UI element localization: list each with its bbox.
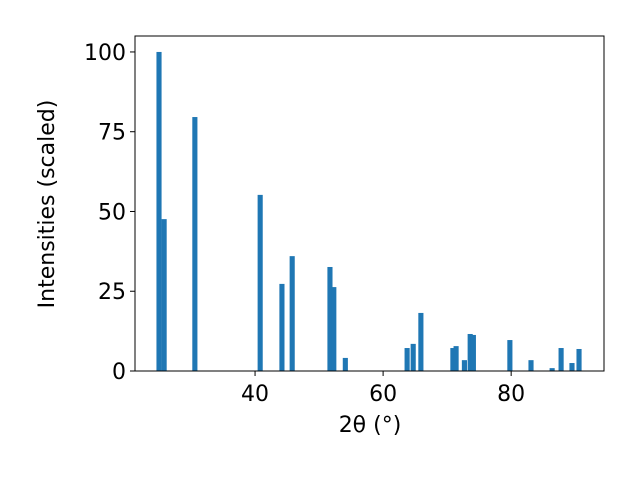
y-tick-label: 75	[98, 121, 126, 146]
x-tick-label: 40	[241, 382, 269, 407]
y-tick-label: 100	[84, 41, 126, 66]
bar	[461, 360, 467, 371]
x-tick-label: 60	[369, 382, 397, 407]
y-tick-label: 0	[112, 360, 126, 385]
bar	[507, 340, 513, 371]
bar	[450, 348, 456, 371]
bar	[470, 334, 476, 371]
bar	[279, 283, 285, 371]
bar	[404, 348, 410, 371]
y-tick-label: 25	[98, 280, 126, 305]
x-axis-label: 2θ (°)	[339, 413, 402, 438]
bar	[549, 368, 555, 371]
bar	[467, 333, 473, 371]
bar	[289, 256, 295, 371]
x-tick-label: 80	[497, 382, 525, 407]
y-tick-label: 50	[98, 200, 126, 225]
bar	[192, 117, 198, 372]
bar	[410, 343, 416, 371]
bar	[453, 346, 459, 371]
bar	[528, 360, 534, 371]
bar	[342, 357, 348, 371]
bar	[569, 363, 575, 371]
bar	[558, 348, 564, 371]
bar	[331, 287, 337, 371]
bar	[327, 266, 333, 371]
y-axis-label: Intensities (scaled)	[35, 100, 60, 309]
bar	[257, 194, 263, 371]
bar	[156, 51, 162, 371]
bar	[161, 219, 167, 371]
bar	[576, 348, 582, 371]
bar	[418, 312, 424, 371]
plot-frame	[134, 35, 605, 372]
